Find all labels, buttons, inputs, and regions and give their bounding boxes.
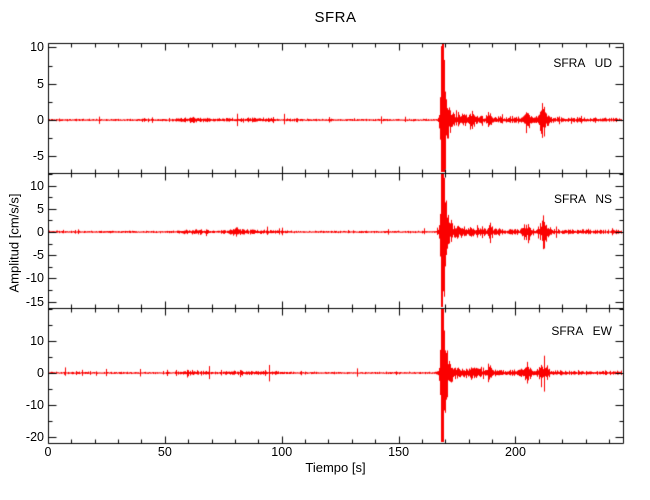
y-tick-label: -20 <box>25 429 44 444</box>
y-tick-label: -5 <box>32 149 44 164</box>
y-tick-label: 5 <box>37 76 44 91</box>
y-tick-label: -10 <box>25 271 44 286</box>
y-tick-label: 5 <box>37 201 44 216</box>
y-tick-label: -15 <box>25 294 44 309</box>
x-tick-label: 150 <box>388 445 410 459</box>
y-tick-label: 0 <box>37 365 44 380</box>
panel-label-ns: SFRA NS <box>553 192 612 206</box>
y-tick-label: -5 <box>32 248 44 263</box>
x-tick-label: 100 <box>271 445 293 459</box>
y-tick-label: 0 <box>37 112 44 127</box>
panel-label-ud: SFRA UD <box>553 56 612 70</box>
x-tick-label: 50 <box>157 445 172 459</box>
panel-label-ew: SFRA EW <box>551 324 612 338</box>
chart-title: SFRA <box>314 9 357 26</box>
y-tick-label: 10 <box>30 178 44 193</box>
y-tick-label: 0 <box>37 224 44 239</box>
y-tick-label: 10 <box>30 333 44 348</box>
x-tick-label: 200 <box>505 445 526 459</box>
x-tick-label: 0 <box>44 445 52 459</box>
y-tick-label: 10 <box>30 40 44 55</box>
x-axis-label: Tiempo [s] <box>305 460 366 475</box>
y-tick-label: -10 <box>25 397 44 412</box>
